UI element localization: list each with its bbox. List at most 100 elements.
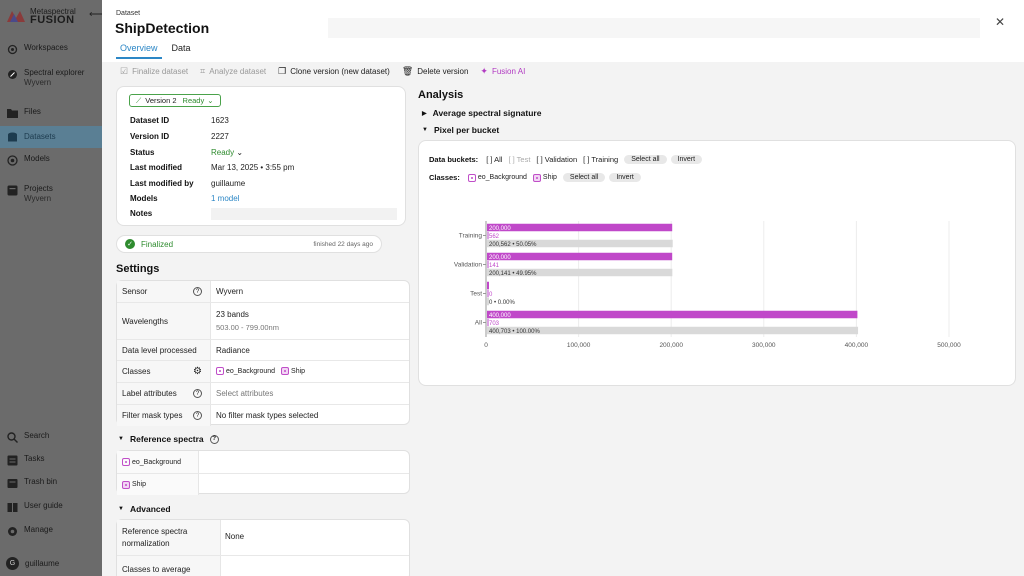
bar-eo-background [487, 223, 673, 232]
normalization-value[interactable]: None [225, 532, 245, 541]
bar-label: 200,000 [489, 226, 511, 232]
notes-field[interactable] [211, 208, 397, 220]
brand-line1: Metaspectral [30, 7, 76, 16]
bar-total [487, 297, 489, 306]
bucket-test-checkbox[interactable]: [ ] Test [508, 155, 531, 164]
last-modified-by: guillaume [211, 179, 246, 188]
bar-label: 400,703 • 100.00% [489, 329, 540, 335]
sidebar-item-spectral-explorer[interactable]: Spectral explorer Wyvern [0, 68, 102, 88]
sensor-value: Wyvern [216, 287, 244, 296]
help-icon[interactable]: ? [193, 389, 202, 398]
class-color-icon [532, 173, 541, 182]
finalize-dataset-button[interactable]: ☑ Finalize dataset [120, 65, 189, 76]
classes-filter: Classes: eo_Background Ship Select all I… [429, 173, 645, 182]
class-chip-ship: Ship [281, 367, 305, 375]
brand[interactable]: Metaspectral FUSION [6, 7, 76, 26]
bar-label: 703 [489, 321, 500, 327]
sparkle-icon: ✦ [480, 65, 488, 76]
bar-total [487, 268, 673, 277]
brand-line2: FUSION [30, 14, 75, 26]
tab-overview[interactable]: Overview [116, 43, 162, 59]
fusion-logo-icon [7, 11, 25, 22]
status-dropdown[interactable]: Ready ⌄ [211, 148, 244, 157]
class-filter-ship[interactable]: Ship [532, 173, 557, 182]
bar-label: 562 [489, 234, 500, 240]
delete-version-button[interactable]: 🗑 Delete version [401, 65, 469, 76]
caret-down-icon: ▼ [422, 127, 428, 133]
fusion-ai-button[interactable]: ✦ Fusion AI [480, 65, 526, 76]
toolbar: ☑ Finalize dataset ⌗ Analyze dataset ❐ Clon… [120, 64, 537, 78]
tab-data[interactable]: Data [171, 43, 191, 53]
help-icon[interactable]: ? [193, 411, 202, 420]
pixel-per-bucket-toggle[interactable]: ▼ Pixel per bucket [422, 125, 500, 135]
models-link[interactable]: 1 model [211, 194, 240, 203]
finalized-status: ✓ Finalized finished 22 days ago [116, 235, 382, 253]
sidebar-item-models[interactable]: Models [0, 154, 102, 166]
table-row: Reference spectra normalization None [117, 520, 409, 555]
sidebar-item-user-guide[interactable]: User guide [0, 501, 102, 513]
advanced-toggle[interactable]: ▼ Advanced [118, 504, 171, 514]
breadcrumb[interactable]: Dataset [116, 10, 141, 17]
clone-version-button[interactable]: ❐ Clone version (new dataset) [278, 65, 390, 76]
help-icon[interactable]: ? [193, 287, 202, 296]
table-row: Data level processed Radiance [117, 339, 409, 360]
sidebar-item-workspaces[interactable]: Workspaces [0, 43, 102, 55]
dataset-id: 1623 [211, 116, 229, 125]
bucket-training-checkbox[interactable]: [ ] Training [583, 155, 619, 164]
bar-eo-background [487, 252, 673, 261]
collapse-sidebar-icon[interactable]: ⟵ [89, 9, 104, 20]
sidebar-item-projects[interactable]: Projects Wyvern [0, 184, 102, 204]
bar-ship [487, 289, 489, 298]
classes-invert-button[interactable]: Invert [609, 173, 641, 182]
gear-icon [6, 525, 18, 537]
buckets-select-all-button[interactable]: Select all [624, 155, 667, 164]
sidebar-user[interactable]: G guillaume [0, 557, 102, 570]
x-tick-label: 200,000 [659, 342, 683, 349]
class-filter-eo-background[interactable]: eo_Background [467, 173, 527, 182]
sidebar-item-datasets[interactable]: Datasets [0, 126, 102, 148]
advanced-table: Reference spectra normalization None Cla… [116, 519, 410, 576]
reference-spectra-toggle[interactable]: ▼ Reference spectra ? [118, 434, 227, 444]
y-tick-label: Test [470, 291, 482, 298]
title-edit-field[interactable] [328, 18, 980, 38]
classes-select-all-button[interactable]: Select all [562, 173, 606, 182]
avatar: G [6, 557, 19, 570]
dataset-panel: Dataset ShipDetection ✕ Overview Data ☑ F… [102, 0, 1024, 576]
chevron-down-icon: ⌄ [236, 148, 244, 157]
check-circle-icon: ✓ [125, 239, 135, 249]
last-modified: Mar 13, 2025 • 3:55 pm [211, 163, 295, 172]
y-tick-label: Training [459, 233, 483, 240]
bucket-all-checkbox[interactable]: [ ] All [486, 155, 503, 164]
caret-down-icon: ▼ [118, 436, 124, 442]
sidebar-item-tasks[interactable]: Tasks [0, 454, 102, 466]
table-row: eo_Background [117, 451, 409, 473]
version-selector[interactable]: ⟋ Version 2 Ready ⌄ [129, 94, 221, 107]
caret-right-icon: ▶ [422, 110, 427, 117]
filter-mask-value[interactable]: No filter mask types selected [216, 411, 319, 420]
close-icon[interactable]: ✕ [995, 15, 1006, 29]
trash-icon [6, 477, 18, 489]
sidebar-item-trash-bin[interactable]: Trash bin [0, 477, 102, 489]
label-attributes-select[interactable]: Select attributes [216, 389, 274, 398]
analysis-title: Analysis [418, 89, 464, 101]
trend-icon: ⟋ [136, 95, 142, 105]
buckets-invert-button[interactable]: Invert [670, 155, 703, 164]
analyze-icon: ⌗ [200, 65, 206, 76]
sidebar-item-files[interactable]: Files [0, 107, 102, 119]
sidebar-item-search[interactable]: Search [0, 431, 102, 443]
bar-eo-background [487, 310, 858, 319]
x-tick-label: 500,000 [937, 342, 961, 349]
bar-label: 200,141 • 49.95% [489, 271, 537, 277]
bar-eo-background [487, 281, 489, 290]
x-tick-label: 300,000 [752, 342, 776, 349]
bucket-validation-checkbox[interactable]: [ ] Validation [536, 155, 578, 164]
gear-icon[interactable]: ⚙ [193, 366, 202, 377]
analyze-dataset-button[interactable]: ⌗ Analyze dataset [200, 65, 267, 76]
bar-label: 0 [489, 292, 493, 298]
caret-down-icon: ▼ [118, 506, 124, 512]
sidebar-item-manage[interactable]: Manage [0, 525, 102, 537]
chevron-down-icon: ⌄ [207, 96, 214, 105]
avg-spectral-signature-toggle[interactable]: ▶ Average spectral signature [422, 108, 542, 118]
class-color-icon [216, 367, 224, 375]
help-icon[interactable]: ? [209, 434, 219, 444]
